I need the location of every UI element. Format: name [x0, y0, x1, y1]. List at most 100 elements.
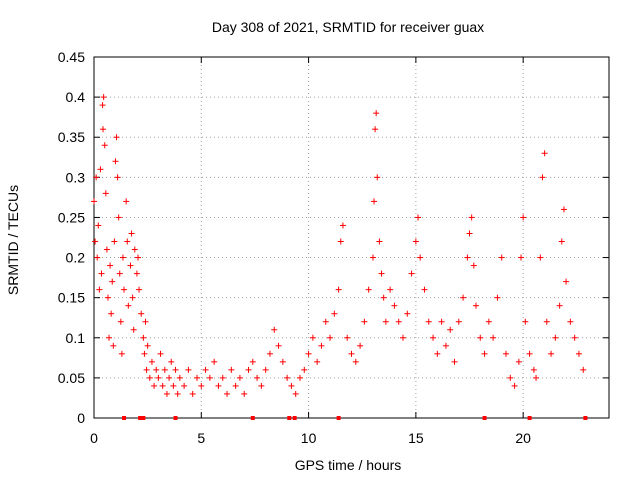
- data-point: [96, 286, 103, 293]
- y-tick-label: 0.25: [58, 209, 85, 225]
- data-point: [130, 326, 137, 333]
- data-point: [335, 286, 342, 293]
- data-point: [485, 318, 492, 325]
- axis-marker: [287, 416, 292, 420]
- data-point: [262, 366, 269, 373]
- data-point: [254, 374, 261, 381]
- data-point: [128, 230, 135, 237]
- data-point: [236, 374, 243, 381]
- data-point: [104, 294, 111, 301]
- data-point: [376, 238, 383, 245]
- data-point: [198, 382, 205, 389]
- data-point: [108, 310, 115, 317]
- data-point: [537, 254, 544, 261]
- data-point: [309, 334, 316, 341]
- data-point: [430, 334, 437, 341]
- data-point: [365, 286, 372, 293]
- data-point: [181, 382, 188, 389]
- data-point: [348, 350, 355, 357]
- data-point: [172, 366, 179, 373]
- data-point: [99, 102, 106, 109]
- data-point: [159, 382, 166, 389]
- data-point: [400, 334, 406, 341]
- y-tick-label: 0.4: [66, 89, 86, 105]
- data-point: [94, 254, 101, 261]
- data-point: [189, 390, 196, 397]
- data-point: [143, 366, 150, 373]
- data-point: [511, 382, 518, 389]
- data-point: [215, 382, 222, 389]
- axis-markers: [122, 416, 588, 420]
- x-tick-label: 10: [301, 430, 317, 446]
- data-point: [93, 174, 100, 181]
- data-point: [116, 270, 123, 277]
- data-point: [318, 342, 325, 349]
- data-point: [490, 334, 497, 341]
- data-point: [92, 238, 99, 245]
- axis-marker: [292, 416, 297, 420]
- data-point: [140, 334, 147, 341]
- data-point: [468, 214, 475, 221]
- data-point: [404, 310, 411, 317]
- data-point: [170, 382, 177, 389]
- data-point: [249, 358, 256, 365]
- data-point: [571, 334, 578, 341]
- data-point: [97, 166, 104, 173]
- y-tick-label: 0.2: [66, 250, 86, 266]
- data-point: [103, 246, 110, 253]
- plot-border: [93, 56, 610, 419]
- data-point: [153, 366, 160, 373]
- axis-marker: [122, 416, 127, 420]
- data-point: [460, 294, 467, 301]
- data-point: [548, 350, 555, 357]
- data-point: [166, 374, 173, 381]
- data-point: [102, 190, 109, 197]
- data-point: [387, 286, 394, 293]
- data-point: [520, 214, 527, 221]
- data-point: [369, 254, 376, 261]
- data-point: [530, 366, 537, 373]
- data-point: [417, 254, 424, 261]
- data-point: [556, 302, 563, 309]
- data-point: [464, 254, 471, 261]
- data-point: [271, 326, 278, 333]
- data-point: [331, 310, 338, 317]
- axis-marker: [527, 416, 532, 420]
- data-point: [134, 254, 141, 261]
- data-point: [434, 350, 441, 357]
- data-point: [518, 254, 525, 261]
- data-point: [533, 374, 540, 381]
- data-point: [408, 270, 415, 277]
- data-point: [563, 278, 570, 285]
- data-point: [357, 342, 364, 349]
- data-point: [498, 254, 505, 261]
- data-point: [391, 302, 398, 309]
- data-point: [580, 366, 587, 373]
- axis-marker: [141, 416, 146, 420]
- data-point: [344, 334, 351, 341]
- data-point: [91, 198, 97, 205]
- data-point: [127, 262, 134, 269]
- data-point: [301, 366, 308, 373]
- x-axis-label: GPS time / hours: [295, 457, 402, 473]
- data-point: [380, 294, 387, 301]
- data-point: [125, 302, 132, 309]
- data-point: [111, 238, 118, 245]
- data-point: [133, 270, 140, 277]
- data-point: [185, 366, 192, 373]
- data-point: [560, 206, 567, 213]
- data-point: [146, 374, 153, 381]
- data-point: [415, 214, 422, 221]
- data-point: [292, 390, 299, 397]
- data-point: [470, 262, 477, 269]
- data-point: [275, 342, 282, 349]
- data-point: [314, 358, 321, 365]
- data-point: [526, 350, 533, 357]
- y-tick-label: 0.3: [66, 169, 86, 185]
- data-point: [412, 238, 419, 245]
- data-point: [98, 270, 105, 277]
- data-point: [481, 350, 488, 357]
- data-point: [552, 334, 559, 341]
- data-point: [119, 254, 126, 261]
- data-point: [374, 174, 381, 181]
